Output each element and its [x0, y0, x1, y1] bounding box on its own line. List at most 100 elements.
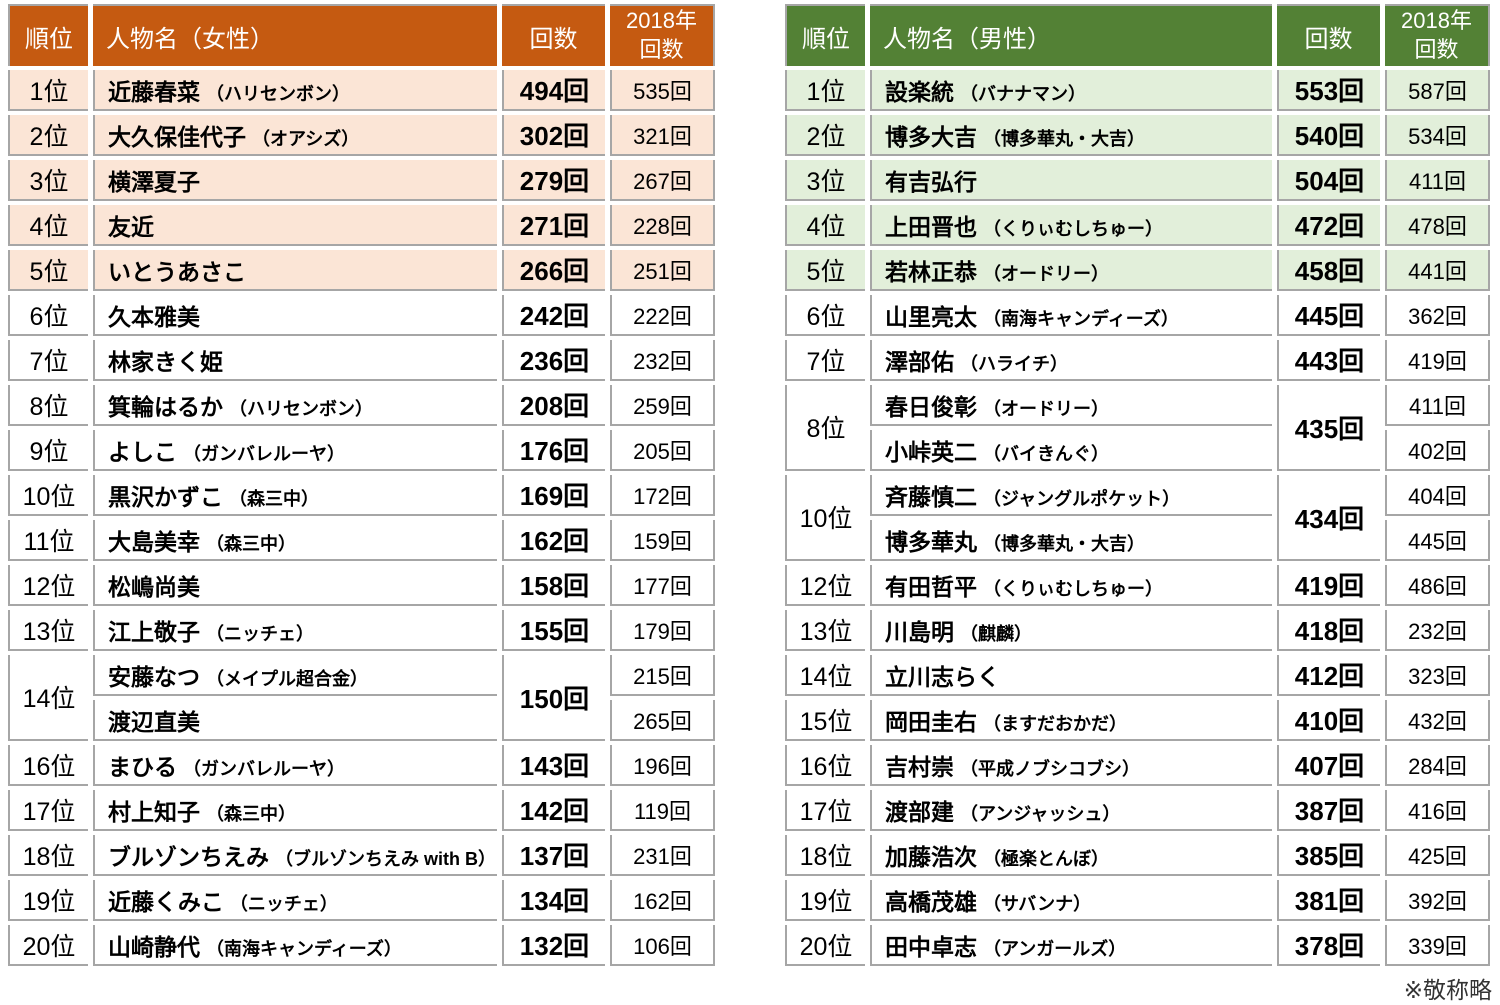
year-2018-cell: 392回	[1385, 880, 1490, 921]
person-name: 有田哲平	[885, 573, 977, 600]
rank-cell: 16位	[8, 745, 88, 786]
rank-cell: 19位	[785, 880, 865, 921]
year-2018-cell: 205回	[610, 430, 715, 471]
person-group: （森三中）	[206, 803, 296, 824]
rank-cell: 9位	[8, 430, 88, 471]
name-cell: 岡田圭右 （ますだおかだ）	[870, 700, 1272, 741]
table-row: 4位 友近 271回 228回	[8, 205, 715, 246]
count-cell: 504回	[1277, 160, 1380, 201]
person-group: （ジャングルポケット）	[983, 488, 1181, 509]
table-row: 14位 安藤なつ （メイプル超合金） 150回 215回	[8, 655, 715, 741]
table-row: 3位 有吉弘行 504回 411回	[785, 160, 1490, 201]
female-table: 順位 人物名（女性） 回数 2018年 回数 1位 近藤春菜 （ハリセンボン） 494…	[3, 0, 720, 970]
count-cell: 236回	[502, 340, 605, 381]
rank-cell: 6位	[8, 295, 88, 336]
col-header-rank: 順位	[785, 4, 865, 66]
year-2018-cell: 106回	[610, 925, 715, 966]
table-row: 5位 若林正恭 （オードリー） 458回 441回	[785, 250, 1490, 291]
year-2018-cell: 323回	[1385, 655, 1490, 696]
table-row: 20位 田中卓志 （アンガールズ） 378回 339回	[785, 925, 1490, 966]
rank-cell: 13位	[8, 610, 88, 651]
person-group: （南海キャンディーズ）	[983, 308, 1179, 329]
rank-cell: 8位	[8, 385, 88, 426]
table-row: 13位 川島明 （麒麟） 418回 232回	[785, 610, 1490, 651]
person-group: （サバンナ）	[983, 893, 1092, 914]
name-cell: 高橋茂雄 （サバンナ）	[870, 880, 1272, 921]
table-row: 15位 岡田圭右 （ますだおかだ） 410回 432回	[785, 700, 1490, 741]
rank-cell: 16位	[785, 745, 865, 786]
year-2018-cell: 259回	[610, 385, 715, 426]
person-name: 安藤なつ	[108, 663, 200, 690]
count-cell: 412回	[1277, 655, 1380, 696]
col-header-2018-count: 2018年 回数	[1385, 4, 1490, 66]
person-name: 黒沢かずこ	[108, 483, 223, 510]
count-cell: 132回	[502, 925, 605, 966]
table-row: 2位 大久保佳代子 （オアシズ） 302回 321回	[8, 115, 715, 156]
rank-cell: 20位	[785, 925, 865, 966]
table-row: 9位 よしこ （ガンバレルーヤ） 176回 205回	[8, 430, 715, 471]
year-2018-cell: 535回	[610, 70, 715, 111]
year-2018-cell: 411回	[1385, 385, 1490, 426]
person-name: 友近	[108, 213, 154, 240]
name-cell: 友近	[93, 205, 497, 246]
rank-cell: 12位	[8, 565, 88, 606]
name-cell: 黒沢かずこ （森三中）	[93, 475, 497, 516]
rank-cell: 4位	[8, 205, 88, 246]
person-name: 立川志らく	[885, 663, 1000, 690]
year-2018-cell: 321回	[610, 115, 715, 156]
year-2018-cell: 228回	[610, 205, 715, 246]
count-cell: 134回	[502, 880, 605, 921]
col-header-count: 回数	[502, 4, 605, 66]
count-cell: 155回	[502, 610, 605, 651]
table-row: 7位 林家きく姫 236回 232回	[8, 340, 715, 381]
name-cell: 設楽統 （バナナマン）	[870, 70, 1272, 111]
name-cell: 渡部建 （アンジャッシュ）	[870, 790, 1272, 831]
count-cell: 540回	[1277, 115, 1380, 156]
name-cell: 加藤浩次 （極楽とんぼ）	[870, 835, 1272, 876]
year-2018-cell: 119回	[610, 790, 715, 831]
person-name: 山里亮太	[885, 303, 977, 330]
rank-cell: 19位	[8, 880, 88, 921]
count-cell: 419回	[1277, 565, 1380, 606]
year-2018-cell: 172回	[610, 475, 715, 516]
table-row: 1位 設楽統 （バナナマン） 553回 587回	[785, 70, 1490, 111]
person-group: （森三中）	[206, 533, 296, 554]
table-row: 10位 斉藤慎二 （ジャングルポケット） 434回 404回	[785, 475, 1490, 561]
name-cell: 山崎静代 （南海キャンディーズ）	[93, 925, 497, 966]
person-group: （ハライチ）	[960, 353, 1068, 374]
table-row: 18位 ブルゾンちえみ （ブルゾンちえみ with B） 137回 231回	[8, 835, 715, 876]
count-cell: 458回	[1277, 250, 1380, 291]
count-cell: 169回	[502, 475, 605, 516]
rank-cell: 12位	[785, 565, 865, 606]
year-2018-cell: 265回	[610, 700, 715, 741]
person-group: （くりぃむしちゅー）	[983, 218, 1163, 239]
name-cell: 大島美幸 （森三中）	[93, 520, 497, 561]
col-header-name: 人物名（女性）	[93, 4, 497, 66]
person-name: 斉藤慎二	[885, 483, 977, 510]
table-row: 10位 黒沢かずこ （森三中） 169回 172回	[8, 475, 715, 516]
person-group: （バナナマン）	[960, 83, 1086, 104]
year-2018-cell: 177回	[610, 565, 715, 606]
name-cell: 春日俊彰 （オードリー）	[870, 385, 1272, 426]
table-row: 13位 江上敬子 （ニッチェ） 155回 179回	[8, 610, 715, 651]
person-name: 山崎静代	[108, 933, 200, 960]
year-2018-cell: 179回	[610, 610, 715, 651]
year-2018-cell: 445回	[1385, 520, 1490, 561]
col-header-2018-count: 2018年 回数	[610, 4, 715, 66]
name-cell: 立川志らく	[870, 655, 1272, 696]
female-ranking-table: 順位 人物名（女性） 回数 2018年 回数 1位 近藤春菜 （ハリセンボン） 494…	[3, 0, 720, 970]
person-name: 久本雅美	[108, 303, 200, 330]
count-cell: 176回	[502, 430, 605, 471]
count-cell: 445回	[1277, 295, 1380, 336]
person-group: （くりぃむしちゅー）	[983, 578, 1163, 599]
rank-cell: 11位	[8, 520, 88, 561]
count-cell: 435回	[1277, 385, 1380, 471]
person-group: （オアシズ）	[252, 128, 360, 149]
person-group: （南海キャンディーズ）	[206, 938, 402, 959]
count-cell: 443回	[1277, 340, 1380, 381]
person-group: （ハリセンボン）	[206, 83, 350, 104]
table-row: 6位 山里亮太 （南海キャンディーズ） 445回 362回	[785, 295, 1490, 336]
count-cell: 418回	[1277, 610, 1380, 651]
person-group: （ガンバレルーヤ）	[183, 758, 345, 779]
